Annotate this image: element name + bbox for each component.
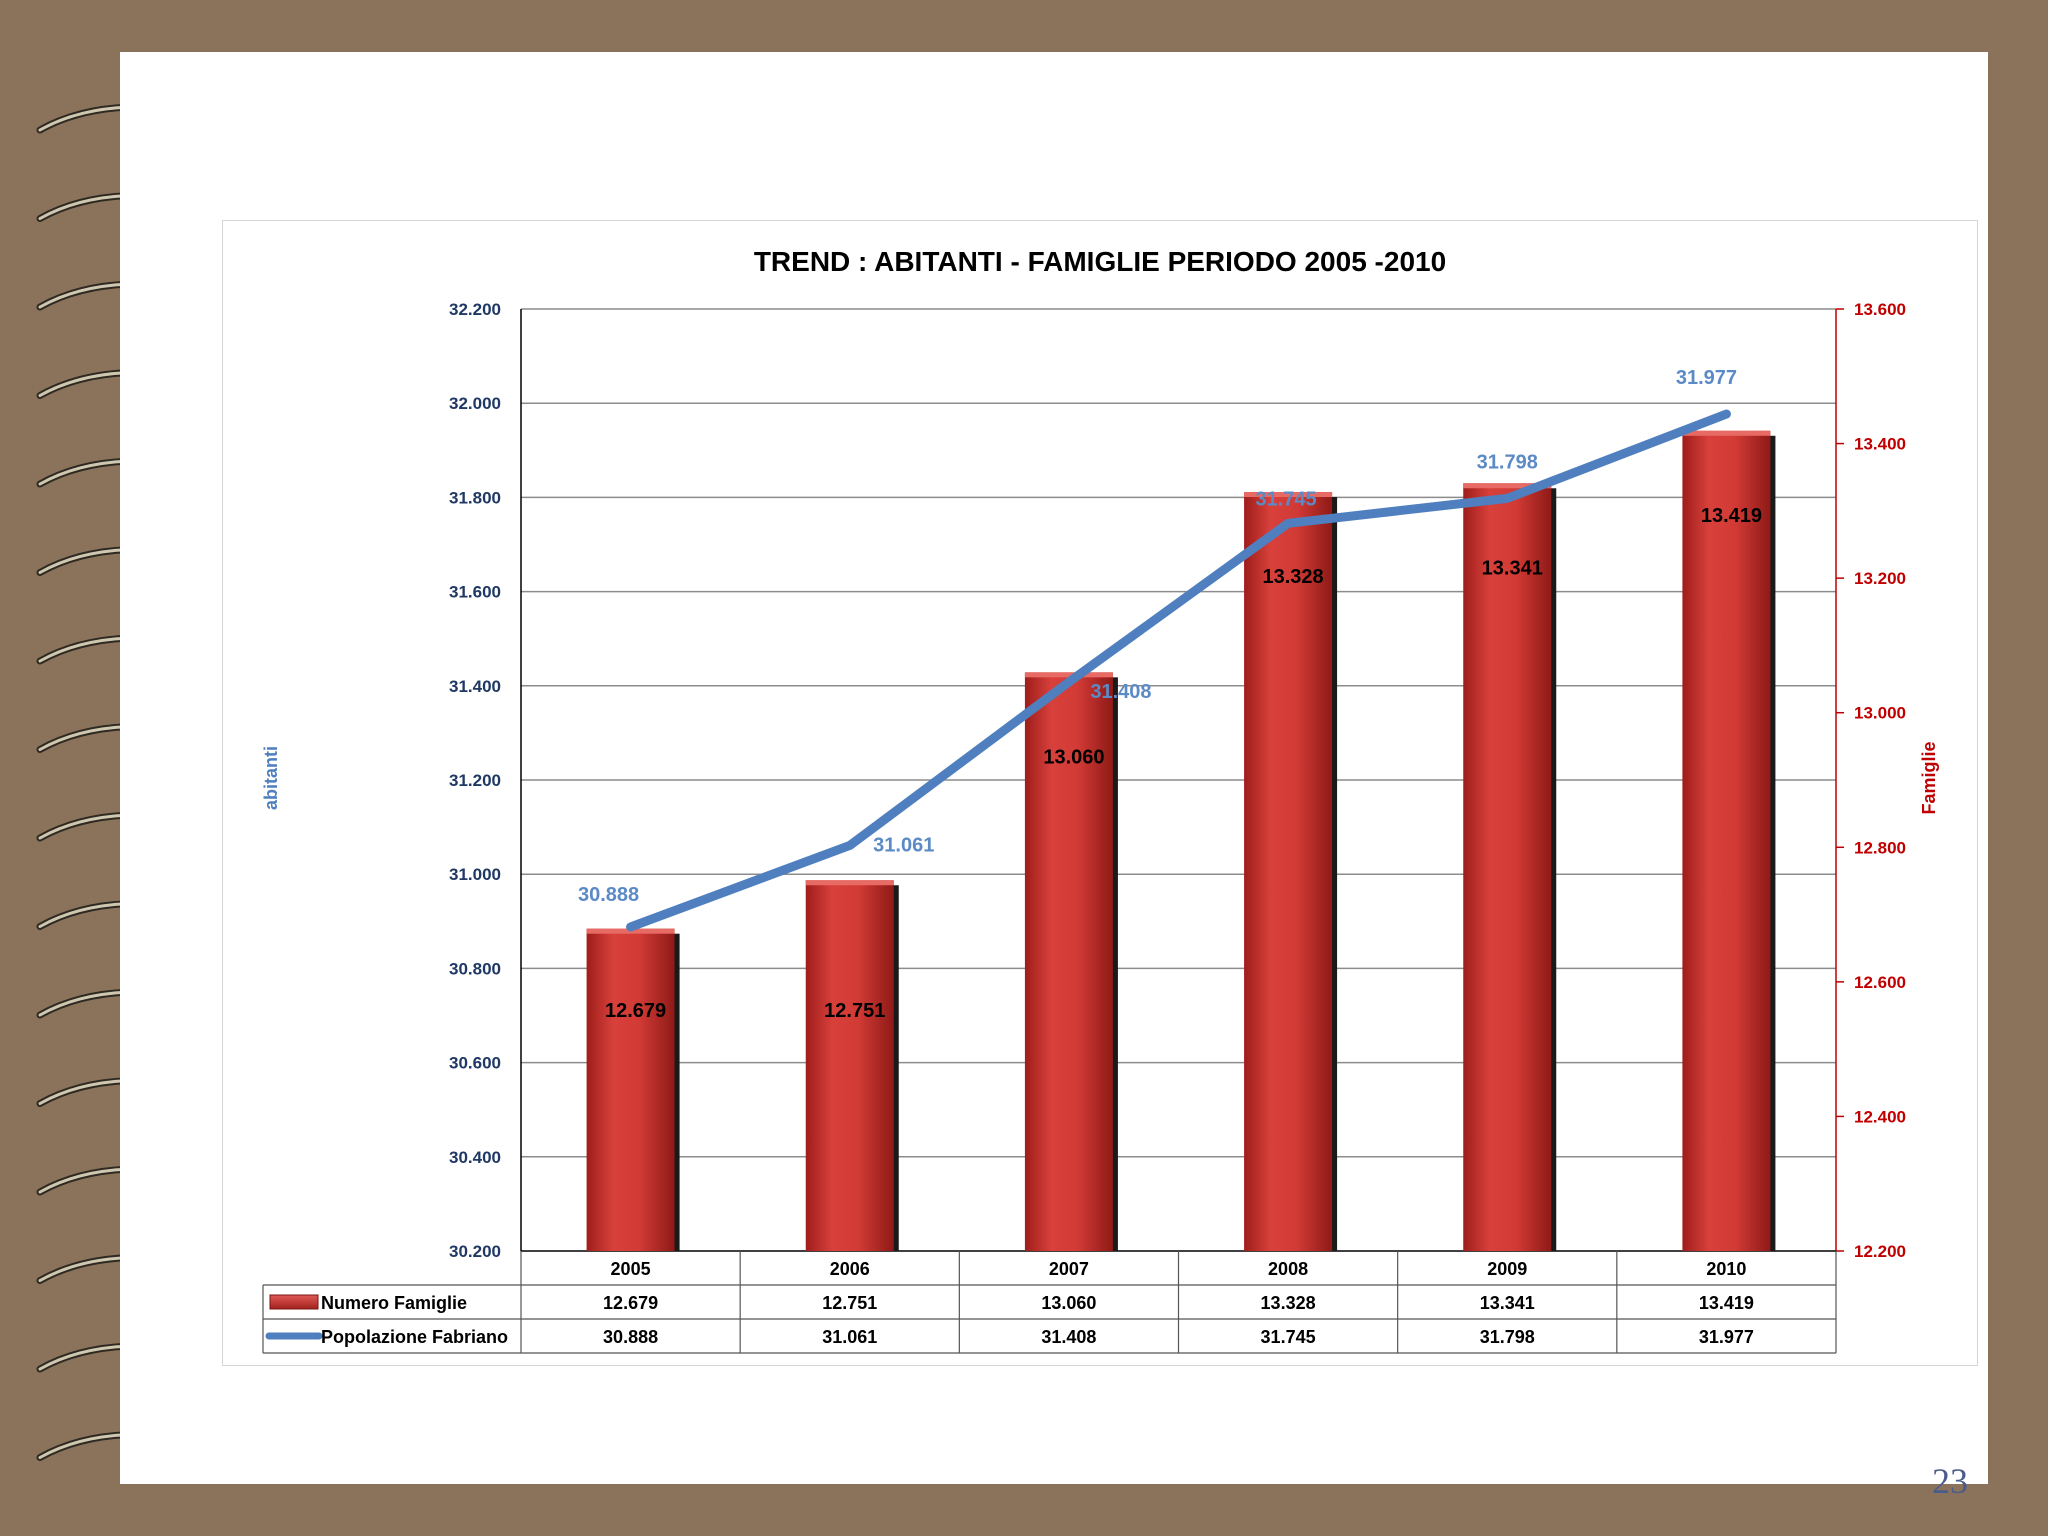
x-tick-label: 2007 bbox=[1049, 1259, 1089, 1279]
table-cell-famiglie: 13.341 bbox=[1480, 1293, 1535, 1313]
legend-famiglie-label: Numero Famiglie bbox=[321, 1293, 467, 1313]
y-left-tick-label: 32.200 bbox=[449, 300, 501, 319]
bar bbox=[1244, 492, 1333, 1251]
combo-chart: TREND : ABITANTI - FAMIGLIE PERIODO 2005… bbox=[261, 246, 1939, 1354]
bar bbox=[1463, 483, 1552, 1251]
table-cell-famiglie: 13.060 bbox=[1041, 1293, 1096, 1313]
y-right-tick-label: 12.800 bbox=[1854, 838, 1906, 857]
x-tick-label: 2010 bbox=[1706, 1259, 1746, 1279]
y-right-tick-label: 13.000 bbox=[1854, 704, 1906, 723]
table-cell-popolazione: 30.888 bbox=[603, 1327, 658, 1347]
bar-value-label: 13.419 bbox=[1701, 505, 1762, 527]
y-right-tick-label: 12.200 bbox=[1854, 1242, 1906, 1261]
line-value-label: 30.888 bbox=[578, 884, 639, 906]
y-left-tick-label: 30.400 bbox=[449, 1148, 501, 1167]
bar bbox=[1682, 430, 1771, 1252]
bar bbox=[805, 880, 894, 1251]
population-line bbox=[626, 409, 1731, 932]
bar-value-label: 12.751 bbox=[824, 1000, 885, 1022]
y-left-tick-label: 32.000 bbox=[449, 394, 501, 413]
table-cell-famiglie: 12.751 bbox=[822, 1293, 877, 1313]
table-cell-popolazione: 31.798 bbox=[1480, 1327, 1535, 1347]
bar-top bbox=[1682, 430, 1771, 436]
table-cell-famiglie: 13.419 bbox=[1699, 1293, 1754, 1313]
line-value-label: 31.977 bbox=[1676, 367, 1737, 389]
x-tick-label: 2009 bbox=[1487, 1259, 1527, 1279]
bar-top bbox=[1244, 492, 1333, 498]
y-axis-left-label: abitanti bbox=[261, 746, 281, 810]
bar bbox=[586, 928, 675, 1251]
y-left-tick-label: 30.800 bbox=[449, 959, 501, 978]
table-cell-famiglie: 13.328 bbox=[1261, 1293, 1316, 1313]
legend-popolazione-label: Popolazione Fabriano bbox=[321, 1327, 508, 1347]
y-right-tick-label: 13.200 bbox=[1854, 569, 1906, 588]
bar-value-label: 13.060 bbox=[1043, 746, 1104, 768]
line-series bbox=[626, 409, 1731, 932]
table-cell-popolazione: 31.061 bbox=[822, 1327, 877, 1347]
y-axis-right-label: Famiglie bbox=[1919, 741, 1939, 814]
data-labels: 12.679 12.751 13.060 13.328 13.341 13.419 30.8… bbox=[578, 367, 1762, 1022]
y-left-tick-label: 31.600 bbox=[449, 583, 501, 602]
chart-frame: TREND : ABITANTI - FAMIGLIE PERIODO 2005… bbox=[222, 220, 1978, 1366]
data-table: 2005 12.679 30.888 2006 12.751 31.061 2007 13.0… bbox=[262, 1251, 1837, 1354]
bar-value-label: 13.328 bbox=[1262, 566, 1323, 588]
y-left-tick-label: 31.000 bbox=[449, 865, 501, 884]
line-value-label: 31.798 bbox=[1477, 451, 1538, 473]
bar-series bbox=[586, 430, 1776, 1252]
chart-title: TREND : ABITANTI - FAMIGLIE PERIODO 2005… bbox=[754, 246, 1446, 277]
gridlines bbox=[521, 308, 1836, 1158]
table-cell-popolazione: 31.745 bbox=[1261, 1327, 1316, 1347]
legend-bar-swatch bbox=[269, 1294, 319, 1310]
line-value-label: 31.408 bbox=[1090, 681, 1151, 703]
page-number: 23 bbox=[1932, 1461, 1968, 1501]
y-left-tick-label: 31.400 bbox=[449, 677, 501, 696]
y-left-tick-label: 30.600 bbox=[449, 1054, 501, 1073]
y-right-tick-label: 13.400 bbox=[1854, 435, 1906, 454]
y-left-tick-label: 30.200 bbox=[449, 1242, 501, 1261]
bar bbox=[1024, 672, 1113, 1251]
table-cell-famiglie: 12.679 bbox=[603, 1293, 658, 1313]
bar-value-label: 12.679 bbox=[605, 1000, 666, 1022]
y-left-tick-label: 31.200 bbox=[449, 771, 501, 790]
x-tick-label: 2005 bbox=[611, 1259, 651, 1279]
y-right-tick-label: 12.400 bbox=[1854, 1107, 1906, 1126]
y-right-tick-label: 12.600 bbox=[1854, 973, 1906, 992]
line-value-label: 31.745 bbox=[1255, 488, 1316, 510]
x-tick-label: 2008 bbox=[1268, 1259, 1308, 1279]
y-right-tick-label: 13.600 bbox=[1854, 300, 1906, 319]
table-cell-popolazione: 31.977 bbox=[1699, 1327, 1754, 1347]
bar-value-label: 13.341 bbox=[1482, 557, 1543, 579]
table-cell-popolazione: 31.408 bbox=[1041, 1327, 1096, 1347]
bar-top bbox=[805, 880, 894, 886]
x-tick-label: 2006 bbox=[830, 1259, 870, 1279]
bar-top bbox=[1024, 672, 1113, 678]
y-left-tick-label: 31.800 bbox=[449, 488, 501, 507]
bar-top bbox=[1463, 483, 1552, 489]
line-value-label: 31.061 bbox=[873, 834, 934, 856]
